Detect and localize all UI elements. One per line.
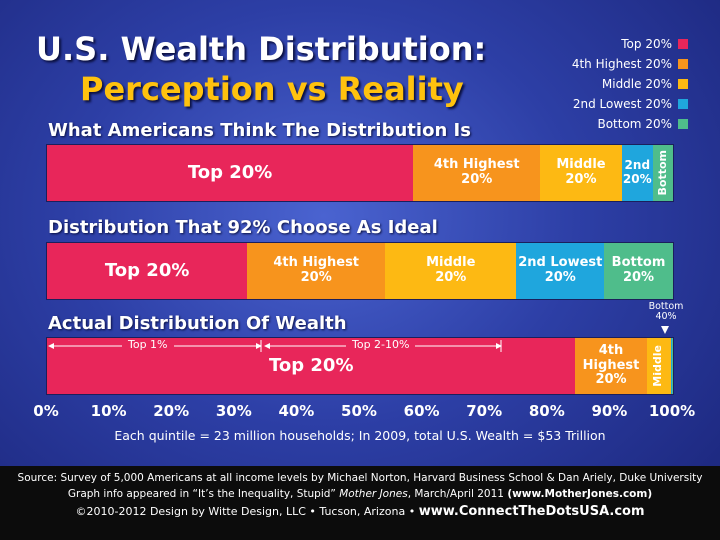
legend-label: Bottom 20% — [597, 117, 672, 131]
section-title-ideal: Distribution That 92% Choose As Ideal — [48, 217, 438, 238]
legend-swatch-2nd — [678, 99, 688, 109]
x-tick-label: 0% — [33, 402, 59, 420]
footer-graph-info: Graph info appeared in “It’s the Inequal… — [0, 488, 720, 500]
legend-label: Middle 20% — [601, 77, 672, 91]
legend: Top 20% 4th Highest 20% Middle 20% 2nd L… — [572, 34, 688, 134]
legend-swatch-top — [678, 39, 688, 49]
x-tick-label: 30% — [215, 402, 252, 420]
x-tick-label: 20% — [153, 402, 190, 420]
x-tick-label: 80% — [528, 402, 565, 420]
bar-segment-2nd-lowest: 2nd 20% — [621, 145, 653, 201]
footer-copyright: ©2010-2012 Design by Witte Design, LLC •… — [75, 505, 419, 518]
legend-swatch-bottom — [678, 119, 688, 129]
segment-label: Top 20% — [104, 259, 190, 281]
legend-label: 2nd Lowest 20% — [572, 97, 672, 111]
x-tick-label: 40% — [278, 402, 315, 420]
footer-graph-text: Graph info appeared in “It’s the Inequal… — [67, 488, 340, 500]
bottom40-callout: Bottom 40% — [648, 301, 684, 323]
legend-item-top: Top 20% — [572, 34, 688, 54]
title-line-1: U.S. Wealth Distribution: — [36, 30, 487, 68]
segment-label: Bottom 20% — [611, 255, 666, 285]
x-tick-label: 10% — [90, 402, 127, 420]
bar-segment-4th-highest: 4th Highest 20% — [247, 243, 386, 299]
segment-label: Middle 20% — [556, 157, 606, 187]
legend-item-middle: Middle 20% — [572, 74, 688, 94]
segment-label: 2nd 20% — [622, 158, 652, 186]
segment-label: 4th Highest 20% — [433, 157, 520, 187]
footer-website-link[interactable]: www.ConnectTheDotsUSA.com — [418, 504, 645, 519]
title-line-2: Perception vs Reality — [80, 70, 464, 108]
legend-item-bottom: Bottom 20% — [572, 114, 688, 134]
bar-segment-middle: Middle 20% — [385, 243, 517, 299]
bar-segment-bottom — [672, 338, 673, 394]
footer: Source: Survey of 5,000 Americans at all… — [0, 466, 720, 540]
segment-label: Middle 20% — [426, 255, 476, 285]
segment-label: Bottom — [655, 150, 669, 196]
footer-source: Source: Survey of 5,000 Americans at all… — [17, 472, 703, 484]
segment-label: 4th Highest 20% — [273, 255, 360, 285]
footer-mj-link[interactable]: (www.MotherJones.com) — [507, 488, 653, 500]
bar-segment-2nd-lowest — [671, 338, 673, 394]
section-title-actual: Actual Distribution Of Wealth — [48, 313, 347, 334]
top2-10-label: Top 2-10% — [346, 338, 416, 351]
bar-segment-top20: Top 20% — [47, 145, 414, 201]
segment-label: Top 20% — [268, 354, 354, 376]
legend-label: Top 20% — [621, 37, 672, 51]
segment-label: 2nd Lowest 20% — [518, 255, 603, 285]
segment-label: Top 20% — [187, 161, 273, 183]
x-tick-label: 70% — [466, 402, 503, 420]
bar-segment-4th-highest: 4th Highest 20% — [575, 338, 647, 394]
bottom40-arrow — [661, 326, 669, 334]
section-title-perceived: What Americans Think The Distribution Is — [48, 120, 471, 141]
bar-segment-4th-highest: 4th Highest 20% — [413, 145, 541, 201]
footer-publication: Mother Jones — [339, 488, 408, 500]
segment-label: 4th Highest 20% — [582, 342, 640, 388]
x-tick-label: 100% — [648, 402, 696, 420]
bar-segment-top20: Top 20% — [47, 243, 248, 299]
bar-segment-middle: Middle — [646, 338, 672, 394]
top1-label: Top 1% — [122, 338, 174, 351]
bar-perceived: Top 20% 4th Highest 20% Middle 20% 2nd 20% B… — [46, 144, 674, 202]
legend-swatch-middle — [678, 79, 688, 89]
x-tick-label: 50% — [341, 402, 377, 420]
legend-swatch-4th — [678, 59, 688, 69]
bar-segment-bottom: Bottom — [652, 145, 673, 201]
bar-segment-2nd-lowest: 2nd Lowest 20% — [516, 243, 605, 299]
bar-ideal: Top 20% 4th Highest 20% Middle 20% 2nd Lowe… — [46, 242, 674, 300]
legend-label: 4th Highest 20% — [571, 57, 672, 71]
footnote: Each quintile = 23 million households; I… — [114, 428, 606, 443]
x-tick-label: 90% — [591, 402, 628, 420]
bar-segment-bottom: Bottom 20% — [604, 243, 673, 299]
x-tick-label: 60% — [403, 402, 440, 420]
bar-actual: Top 20% 4th Highest 20% Middle — [46, 337, 674, 395]
legend-item-2nd: 2nd Lowest 20% — [572, 94, 688, 114]
footer-date: , March/April 2011 — [407, 488, 508, 500]
footer-credit: ©2010-2012 Design by Witte Design, LLC •… — [0, 504, 720, 519]
legend-item-4th: 4th Highest 20% — [572, 54, 688, 74]
bar-segment-middle: Middle 20% — [540, 145, 622, 201]
segment-label: Middle — [651, 345, 665, 387]
